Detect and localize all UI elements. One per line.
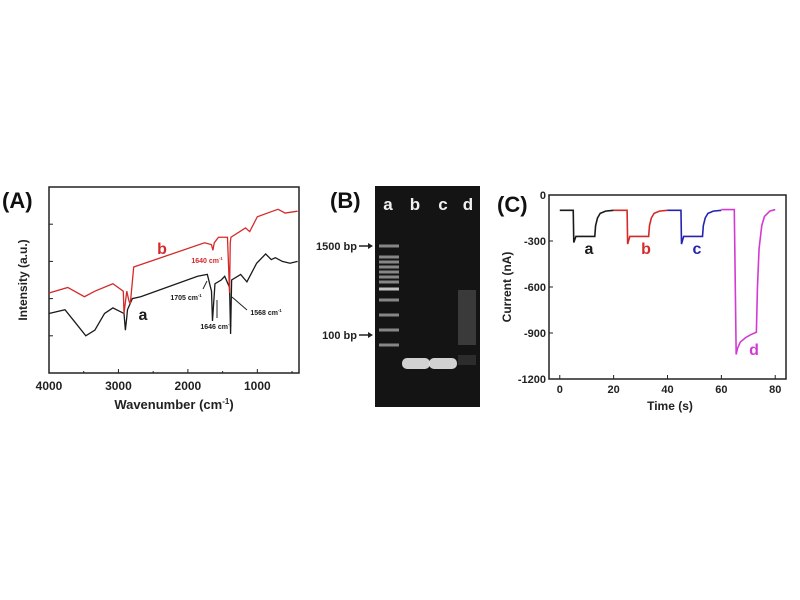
y-axis-label: Intensity (a.u.) xyxy=(16,239,30,320)
x-tick-label: 3000 xyxy=(105,379,132,393)
panel-a-frame xyxy=(48,186,300,374)
series-b-line xyxy=(613,209,668,245)
annotation-1568: 1568 cm-1 xyxy=(250,308,282,317)
ladder-band xyxy=(379,275,399,279)
band-lane-c xyxy=(429,358,457,369)
x-tick-label: 60 xyxy=(715,384,727,396)
ladder-band xyxy=(379,313,399,317)
x-axis-label-end: ) xyxy=(229,397,233,412)
ladder-band xyxy=(379,255,399,259)
x-tick-label: 80 xyxy=(769,384,781,396)
annotation-1640-superscript: -1 xyxy=(219,256,223,261)
series-a-label: a xyxy=(139,307,148,324)
y-axis-label: Current (nA) xyxy=(500,252,514,323)
ladder-band xyxy=(379,287,399,291)
ladder-band xyxy=(379,265,399,269)
lane-label: c xyxy=(438,195,447,214)
arrowhead-icon xyxy=(368,332,373,338)
arrow-1568 xyxy=(231,296,248,311)
annotation-1646-superscript: -1 xyxy=(228,322,232,327)
band-lane-b xyxy=(402,358,430,369)
marker-100bp-label: 100 bp xyxy=(322,330,357,342)
series-b-line xyxy=(48,208,298,314)
x-axis-label: Time (s) xyxy=(647,399,693,413)
lane-label: a xyxy=(383,195,393,214)
y-tick-label: -300 xyxy=(524,236,546,248)
series-c-label: c xyxy=(693,241,702,258)
series-b-label: b xyxy=(641,241,651,258)
x-tick-label: 2000 xyxy=(175,379,202,393)
y-tick-label: -600 xyxy=(524,282,546,294)
ladder-band xyxy=(379,260,399,264)
annotation-1646: 1646 cm-1 xyxy=(200,322,232,331)
lane-label: b xyxy=(410,195,420,214)
x-tick-label: 1000 xyxy=(244,379,271,393)
panel-a-label: (A) xyxy=(2,188,33,213)
smear-lane-d xyxy=(458,290,476,345)
ladder-band xyxy=(379,244,399,248)
annotation-1705-superscript: -1 xyxy=(198,293,202,298)
series-a-line xyxy=(48,253,298,337)
series-a-label: a xyxy=(585,241,594,258)
y-tick-label: 0 xyxy=(540,190,546,202)
series-d-line xyxy=(721,208,776,355)
x-tick-label: 0 xyxy=(557,384,563,396)
series-b-label: b xyxy=(157,241,167,258)
annotation-1568-superscript: -1 xyxy=(278,308,282,313)
ladder-band xyxy=(379,298,399,302)
ladder-band xyxy=(379,280,399,284)
ladder-band xyxy=(379,328,399,332)
series-a-line xyxy=(559,209,614,243)
marker-1500bp-label: 1500 bp xyxy=(316,241,357,253)
ladder-band xyxy=(379,343,399,347)
series-d-label: d xyxy=(749,342,759,359)
ladder-band xyxy=(379,270,399,274)
y-tick-label: -900 xyxy=(524,328,546,340)
panel-b-label: (B) xyxy=(330,188,361,213)
y-tick-label: -1200 xyxy=(518,374,546,386)
x-tick-label: 40 xyxy=(661,384,673,396)
lane-label: d xyxy=(463,195,473,214)
arrow-1705 xyxy=(202,280,208,290)
annotation-1640: 1640 cm-1 xyxy=(191,256,223,265)
x-tick-label: 20 xyxy=(608,384,620,396)
series-c-line xyxy=(667,209,722,245)
x-axis-label-sup: -1 xyxy=(222,397,230,406)
arrowhead-icon xyxy=(368,243,373,249)
x-tick-label: 4000 xyxy=(36,379,63,393)
panel-c-label: (C) xyxy=(497,192,528,217)
faint-band-lane-d xyxy=(458,355,476,365)
x-axis-label: Wavenumber (cm-1) xyxy=(114,397,233,412)
annotation-1705: 1705 cm-1 xyxy=(170,293,202,302)
